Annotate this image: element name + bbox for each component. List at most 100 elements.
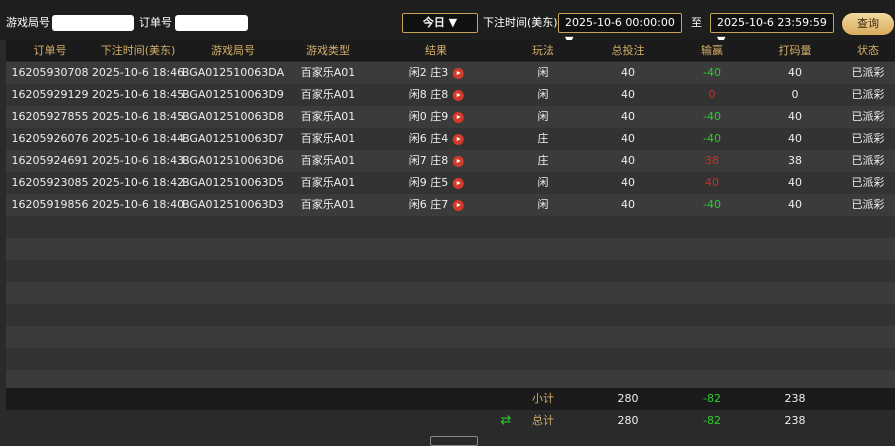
result: 闲2 庄3	[409, 62, 464, 84]
filter-bar: 游戏局号 订单号 今日 ▼ 下注时间(美东) 2025-10-6 00:00:0…	[0, 0, 895, 47]
total-bet: 40	[621, 110, 635, 123]
result: 闲8 庄8	[409, 84, 464, 106]
total-total-bet: 280	[617, 414, 639, 427]
table-row: 16205926076 2025-10-6 18:44 BGA012510063D7…	[6, 128, 895, 150]
pagination	[430, 436, 478, 446]
column-header: 订单号	[33, 44, 67, 57]
empty-row	[6, 304, 895, 326]
bet-type: 闲	[537, 88, 549, 101]
end-select[interactable]: 2025-10-6 23:59:59 ▼	[710, 13, 834, 47]
label: 游戏局号	[6, 16, 50, 29]
bet-time: 2025-10-6 18:42	[91, 176, 185, 189]
bet-time: 2025-10-6 18:45	[91, 110, 185, 123]
search-button[interactable]: 查询	[842, 13, 894, 35]
round-id: BGA012510063D7	[182, 132, 284, 145]
total-bet: 40	[621, 132, 635, 145]
empty-row	[6, 216, 895, 238]
replay-icon[interactable]	[452, 111, 464, 123]
table-row: 16205923085 2025-10-6 18:42 BGA012510063D5…	[6, 172, 895, 194]
total-row: ⇄ 总计 280 -82 238	[6, 410, 895, 432]
column-header: 总投注	[611, 44, 645, 57]
win-loss: -40	[703, 66, 721, 79]
turnover: 40	[788, 110, 802, 123]
end: 2025-10-6 23:59:59	[717, 16, 827, 29]
total-bet: 40	[621, 66, 635, 79]
status: 已派彩	[851, 88, 885, 101]
status: 已派彩	[851, 110, 885, 123]
bet-type: 庄	[537, 154, 549, 167]
period-select[interactable]: 今日 ▼	[402, 13, 478, 33]
order-id: 16205929129	[11, 88, 89, 101]
empty-row	[6, 326, 895, 348]
total-bet: 40	[621, 198, 635, 211]
status: 已派彩	[851, 154, 885, 167]
bet-type: 闲	[537, 198, 549, 211]
start: 2025-10-6 00:00:00	[565, 16, 675, 29]
turnover: 40	[788, 66, 802, 79]
status: 已派彩	[851, 132, 885, 145]
replay-icon[interactable]	[452, 67, 464, 79]
start-select[interactable]: 2025-10-6 00:00:00 ▼	[558, 13, 682, 47]
column-header: 打码量	[778, 44, 812, 57]
table-row: 16205930708 2025-10-6 18:46 BGA012510063DA…	[6, 62, 895, 84]
win-loss: 0	[708, 88, 716, 101]
table-row: 16205929129 2025-10-6 18:45 BGA012510063D9…	[6, 84, 895, 106]
turnover: 38	[788, 154, 802, 167]
subtotal-total-bet: 280	[617, 392, 639, 405]
order-id: 16205924691	[11, 154, 89, 167]
order-id: 16205927855	[11, 110, 89, 123]
turnover: 0	[791, 88, 799, 101]
bet-time: 2025-10-6 18:44	[91, 132, 185, 145]
bet-time: 2025-10-6 18:40	[91, 198, 185, 211]
round-id: BGA012510063D3	[182, 198, 284, 211]
order-id: 16205923085	[11, 176, 89, 189]
column-header: 游戏类型	[306, 44, 350, 57]
order-id: 16205930708	[11, 66, 89, 79]
bet-time: 2025-10-6 18:43	[91, 154, 185, 167]
order-id: 16205919856	[11, 198, 89, 211]
search-label: 查询	[857, 17, 879, 30]
table-row: 16205924691 2025-10-6 18:43 BGA012510063D6…	[6, 150, 895, 172]
replay-icon[interactable]	[452, 199, 464, 211]
game-type: 百家乐A01	[300, 132, 356, 145]
game-type: 百家乐A01	[300, 110, 356, 123]
win-loss: 38	[705, 154, 719, 167]
bet-type: 闲	[537, 176, 549, 189]
replay-icon[interactable]	[452, 89, 464, 101]
table-row: 16205919856 2025-10-6 18:40 BGA012510063D3…	[6, 194, 895, 216]
win-loss: 40	[705, 176, 719, 189]
empty-row	[6, 238, 895, 260]
result: 闲7 庄8	[409, 150, 464, 172]
column-header: 游戏局号	[211, 44, 255, 57]
column-header: 玩法	[532, 44, 554, 57]
empty-row	[6, 348, 895, 370]
subtotal-win-loss: -82	[703, 392, 721, 405]
turnover: 40	[788, 132, 802, 145]
order-input[interactable]	[175, 15, 248, 31]
round-id: BGA012510063D6	[182, 154, 284, 167]
empty-row	[6, 282, 895, 304]
round-id: BGA012510063D5	[182, 176, 284, 189]
column-header: 结果	[425, 44, 447, 57]
result: 闲0 庄9	[409, 106, 464, 128]
label: 至	[691, 16, 702, 29]
column-header: 下注时间(美东)	[100, 44, 176, 57]
table-row: 16205927855 2025-10-6 18:45 BGA012510063D8…	[6, 106, 895, 128]
total-bet: 40	[621, 88, 635, 101]
game-round-input[interactable]	[52, 15, 134, 31]
replay-icon[interactable]	[452, 155, 464, 167]
column-header: 状态	[857, 44, 879, 57]
refresh-icon: ⇄	[500, 413, 512, 428]
game-type: 百家乐A01	[300, 88, 356, 101]
win-loss: -40	[703, 110, 721, 123]
total-bet: 40	[621, 176, 635, 189]
game-type: 百家乐A01	[300, 66, 356, 79]
win-loss: -40	[703, 132, 721, 145]
empty-row	[6, 260, 895, 282]
status: 已派彩	[851, 66, 885, 79]
replay-icon[interactable]	[452, 177, 464, 189]
bet-type: 庄	[537, 132, 549, 145]
bet-time: 2025-10-6 18:46	[91, 66, 185, 79]
replay-icon[interactable]	[452, 133, 464, 145]
